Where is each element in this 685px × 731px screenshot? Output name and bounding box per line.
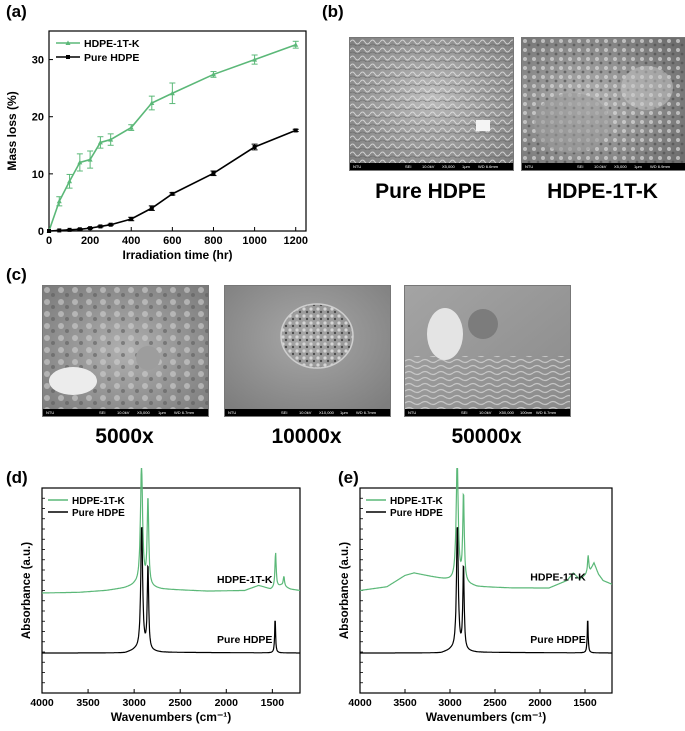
- sem-image-50000x: NTU SEI 10.0kV X50,000 100nm WD 6.7mm: [404, 285, 571, 417]
- data-point: [88, 226, 93, 231]
- x-tick-label: 200: [81, 235, 99, 247]
- x-tick-label: 1000: [242, 235, 266, 247]
- spectrum-line: [42, 468, 300, 594]
- x-tick-label: 3000: [438, 697, 462, 709]
- data-point: [252, 145, 257, 149]
- y-tick-label: 20: [32, 112, 44, 124]
- ftir-chart-d: 4000 3500 3000 2500 2000 1500 Wavenumbers (cm⁻…: [21, 468, 301, 724]
- data-point: [77, 159, 83, 165]
- sem-info-bar: NTU SEI 10.0kV X50,000 100nm WD 6.7mm: [405, 409, 570, 416]
- x-tick-label: 2500: [169, 697, 193, 709]
- y-axis-label: Absorbance (a.u.): [339, 542, 351, 639]
- data-point: [47, 229, 51, 233]
- trace-label: HDPE-1T-K: [530, 572, 586, 584]
- sem-caption-hdpe-1t-k: HDPE-1T-K: [547, 180, 658, 203]
- data-point: [293, 42, 299, 47]
- y-tick-label: 10: [32, 169, 44, 181]
- data-point: [128, 125, 134, 130]
- legend-marker: [65, 40, 71, 45]
- x-tick-label: 400: [122, 235, 140, 247]
- data-point: [293, 128, 298, 133]
- x-tick-label: 4000: [348, 697, 372, 709]
- x-tick-label: 2000: [215, 697, 239, 709]
- trace-label: Pure HDPE: [217, 634, 272, 646]
- x-tick-label: 4000: [30, 697, 54, 709]
- legend-label: Pure HDPE: [84, 52, 139, 64]
- y-axis-label: Absorbance (a.u.): [21, 542, 33, 639]
- y-tick-label: 0: [38, 226, 44, 238]
- sem-caption-50000x: 50000x: [451, 425, 522, 448]
- sem-info-bar: NTU SEI 10.0kV X10,000 1μm WD 6.7mm: [225, 409, 390, 416]
- data-point: [108, 222, 113, 227]
- x-tick-label: 3000: [122, 697, 146, 709]
- panel-label-b: (b): [322, 2, 344, 21]
- data-point: [108, 137, 114, 142]
- trace-label: Pure HDPE: [530, 634, 585, 646]
- x-tick-label: 600: [163, 235, 181, 247]
- legend-label: HDPE-1T-K: [84, 38, 140, 50]
- sem-caption-5000x: 5000x: [95, 425, 154, 448]
- data-point: [170, 191, 175, 196]
- legend-label: Pure HDPE: [72, 508, 125, 519]
- data-point: [210, 71, 216, 77]
- data-point: [211, 171, 216, 176]
- sem-image-pure-hdpe: NTU SEI 10.0kV X5,000 1μm WD 6.6mm: [349, 37, 514, 171]
- legend-label: Pure HDPE: [390, 508, 443, 519]
- series-line: [48, 129, 297, 232]
- x-tick-label: 3500: [393, 697, 417, 709]
- sem-caption-pure-hdpe: Pure HDPE: [375, 180, 486, 203]
- x-axis-label: Wavenumbers (cm⁻¹): [111, 710, 232, 724]
- data-point: [98, 224, 103, 229]
- legend-label: HDPE-1T-K: [72, 496, 126, 507]
- trace-label: HDPE-1T-K: [217, 574, 273, 586]
- x-tick-label: 0: [46, 235, 52, 247]
- sem-info-bar: NTU SEI 10.0kV X5,000 1μm WD 6.9mm: [522, 163, 685, 170]
- x-tick-label: 1500: [573, 697, 597, 709]
- x-tick-label: 1200: [283, 235, 307, 247]
- data-point: [77, 227, 82, 232]
- sem-image-10000x: NTU SEI 10.0kV X10,000 1μm WD 6.7mm: [224, 285, 391, 417]
- x-tick-label: 2000: [528, 697, 552, 709]
- data-point: [129, 217, 134, 221]
- mass-loss-chart: 0 200 400 600 800 1000 1200 0 10 20 30 Irradiation …: [5, 30, 308, 262]
- sem-image-hdpe-1t-k: NTU SEI 10.0kV X5,000 1μm WD 6.9mm: [521, 37, 685, 171]
- legend-marker: [66, 55, 70, 59]
- x-axis-label: Irradiation time (hr): [122, 248, 232, 262]
- spectrum-line: [42, 527, 300, 654]
- series-line: [48, 43, 296, 232]
- panel-label-a: (a): [6, 2, 27, 21]
- sem-info-bar: NTU SEI 10.0kV X5,000 1μm WD 6.7mm: [43, 409, 208, 416]
- x-tick-label: 2500: [483, 697, 507, 709]
- spectrum-line: [359, 468, 613, 592]
- sem-info-bar: NTU SEI 10.0kV X5,000 1μm WD 6.6mm: [350, 163, 513, 170]
- data-point: [56, 198, 62, 204]
- y-tick-label: 30: [32, 55, 44, 67]
- panel-label-c: (c): [6, 265, 27, 284]
- x-axis-label: Wavenumbers (cm⁻¹): [426, 710, 547, 724]
- y-axis-label: Mass loss (%): [5, 91, 19, 170]
- spectrum-line: [360, 527, 612, 654]
- data-point: [97, 139, 103, 145]
- data-point: [149, 100, 155, 105]
- data-point: [169, 90, 175, 96]
- sem-caption-10000x: 10000x: [271, 425, 342, 448]
- data-point: [57, 228, 62, 233]
- x-tick-label: 3500: [76, 697, 100, 709]
- legend-label: HDPE-1T-K: [390, 496, 444, 507]
- data-point: [67, 227, 72, 232]
- x-tick-label: 800: [204, 235, 222, 247]
- panel-label-e: (e): [338, 468, 359, 487]
- plot-frame: [48, 30, 307, 232]
- ftir-chart-e: 4000 3500 3000 2500 2000 1500 Wavenumbers (cm⁻…: [339, 468, 613, 724]
- data-point: [67, 178, 73, 184]
- sem-image-5000x: NTU SEI 10.0kV X5,000 1μm WD 6.7mm: [42, 285, 209, 417]
- data-point: [87, 157, 93, 162]
- panel-label-d: (d): [6, 468, 28, 487]
- data-point: [252, 57, 258, 62]
- x-tick-label: 1500: [261, 697, 285, 709]
- data-point: [149, 206, 154, 211]
